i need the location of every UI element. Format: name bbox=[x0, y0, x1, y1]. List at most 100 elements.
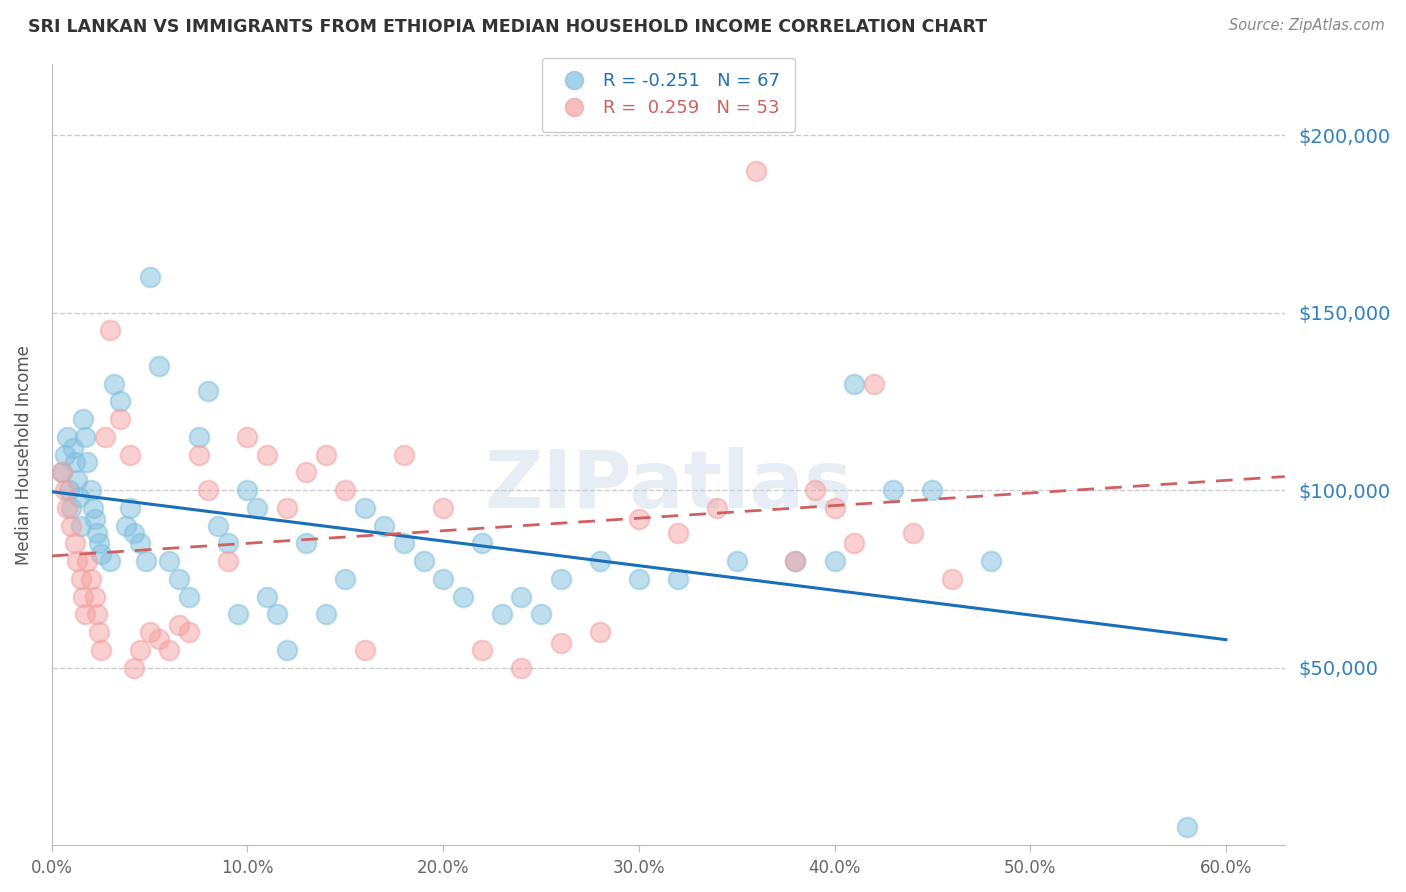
Point bbox=[217, 536, 239, 550]
Point bbox=[51, 466, 73, 480]
Point bbox=[65, 455, 87, 469]
Point bbox=[167, 572, 190, 586]
Point bbox=[86, 525, 108, 540]
Point bbox=[58, 483, 80, 498]
Point bbox=[187, 430, 209, 444]
Point bbox=[122, 525, 145, 540]
Point bbox=[80, 483, 103, 498]
Point bbox=[66, 473, 89, 487]
Legend: R = -0.251   N = 67, R =  0.259   N = 53: R = -0.251 N = 67, R = 0.259 N = 53 bbox=[541, 58, 794, 132]
Point bbox=[706, 500, 728, 515]
Point bbox=[432, 572, 454, 586]
Point bbox=[941, 572, 963, 586]
Point bbox=[157, 643, 180, 657]
Point bbox=[76, 455, 98, 469]
Point bbox=[236, 483, 259, 498]
Text: ZIPatlas: ZIPatlas bbox=[484, 447, 852, 525]
Point bbox=[882, 483, 904, 498]
Point bbox=[451, 590, 474, 604]
Point bbox=[412, 554, 434, 568]
Point bbox=[110, 412, 132, 426]
Point bbox=[530, 607, 553, 622]
Point bbox=[70, 572, 93, 586]
Point bbox=[157, 554, 180, 568]
Point bbox=[148, 359, 170, 373]
Point bbox=[118, 448, 141, 462]
Point bbox=[55, 483, 77, 498]
Point bbox=[666, 572, 689, 586]
Point bbox=[236, 430, 259, 444]
Point bbox=[550, 572, 572, 586]
Point bbox=[589, 554, 612, 568]
Point bbox=[217, 554, 239, 568]
Y-axis label: Median Household Income: Median Household Income bbox=[15, 345, 32, 565]
Point bbox=[862, 376, 884, 391]
Point bbox=[177, 625, 200, 640]
Point bbox=[207, 518, 229, 533]
Point bbox=[491, 607, 513, 622]
Point bbox=[725, 554, 748, 568]
Point bbox=[90, 643, 112, 657]
Point bbox=[335, 572, 357, 586]
Text: Source: ZipAtlas.com: Source: ZipAtlas.com bbox=[1229, 18, 1385, 33]
Point bbox=[295, 466, 318, 480]
Point bbox=[246, 500, 269, 515]
Point bbox=[65, 536, 87, 550]
Point bbox=[138, 625, 160, 640]
Point bbox=[82, 500, 104, 515]
Point bbox=[60, 518, 83, 533]
Point bbox=[177, 590, 200, 604]
Point bbox=[187, 448, 209, 462]
Point bbox=[256, 448, 278, 462]
Point bbox=[66, 554, 89, 568]
Point bbox=[804, 483, 827, 498]
Point bbox=[148, 632, 170, 647]
Point bbox=[167, 618, 190, 632]
Point bbox=[128, 643, 150, 657]
Point bbox=[80, 572, 103, 586]
Point bbox=[122, 660, 145, 674]
Point bbox=[256, 590, 278, 604]
Point bbox=[824, 500, 846, 515]
Point bbox=[510, 660, 533, 674]
Point bbox=[666, 525, 689, 540]
Point bbox=[135, 554, 157, 568]
Point bbox=[354, 643, 377, 657]
Point bbox=[110, 394, 132, 409]
Point bbox=[276, 643, 298, 657]
Point bbox=[72, 590, 94, 604]
Point bbox=[354, 500, 377, 515]
Point bbox=[83, 511, 105, 525]
Point bbox=[56, 500, 79, 515]
Point bbox=[100, 554, 122, 568]
Point bbox=[980, 554, 1002, 568]
Point bbox=[432, 500, 454, 515]
Point bbox=[373, 518, 395, 533]
Point bbox=[785, 554, 807, 568]
Point bbox=[745, 163, 768, 178]
Point bbox=[824, 554, 846, 568]
Point bbox=[87, 536, 110, 550]
Point bbox=[87, 625, 110, 640]
Point bbox=[1175, 821, 1198, 835]
Point bbox=[70, 518, 93, 533]
Point bbox=[550, 636, 572, 650]
Point bbox=[226, 607, 249, 622]
Point bbox=[103, 376, 125, 391]
Point bbox=[627, 572, 650, 586]
Point bbox=[72, 412, 94, 426]
Point bbox=[844, 536, 866, 550]
Point bbox=[73, 607, 96, 622]
Point bbox=[921, 483, 943, 498]
Point bbox=[627, 511, 650, 525]
Point bbox=[315, 448, 337, 462]
Point bbox=[118, 500, 141, 515]
Point bbox=[266, 607, 288, 622]
Point bbox=[315, 607, 337, 622]
Point bbox=[589, 625, 612, 640]
Point bbox=[93, 430, 115, 444]
Point bbox=[76, 554, 98, 568]
Point bbox=[901, 525, 924, 540]
Point bbox=[335, 483, 357, 498]
Point bbox=[471, 536, 494, 550]
